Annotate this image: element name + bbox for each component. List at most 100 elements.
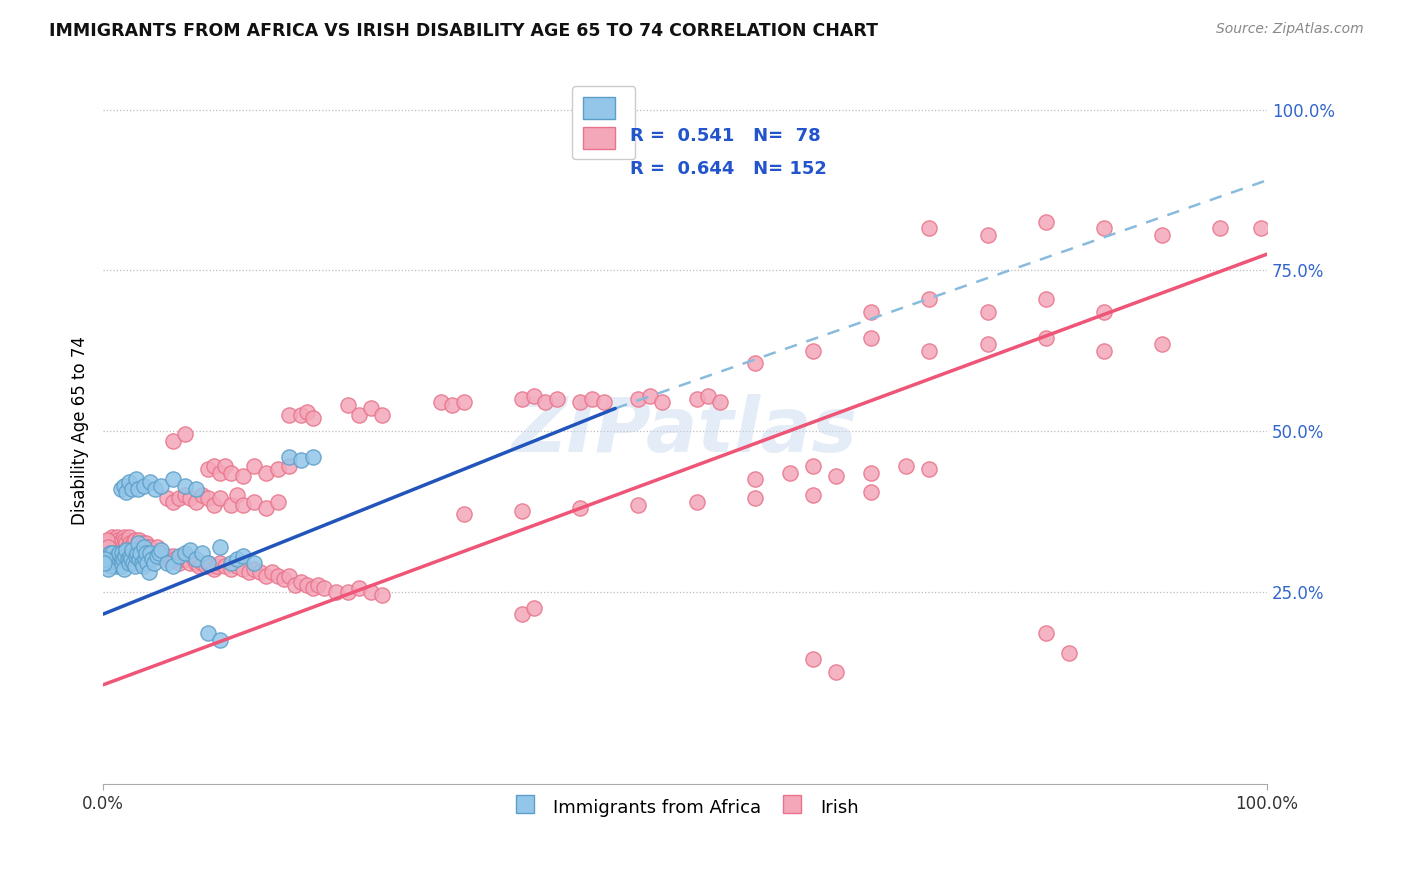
Point	[118, 536, 141, 550]
Point	[117, 552, 139, 566]
Point	[918, 343, 941, 358]
Point	[150, 546, 173, 560]
Point	[534, 395, 557, 409]
Point	[232, 469, 254, 483]
Point	[301, 582, 323, 596]
Point	[301, 411, 323, 425]
Point	[254, 466, 277, 480]
Point	[284, 578, 307, 592]
Point	[124, 533, 146, 548]
Point	[243, 556, 266, 570]
Point	[278, 408, 301, 422]
Point	[111, 540, 134, 554]
Point	[860, 466, 883, 480]
Point	[121, 482, 143, 496]
Point	[162, 549, 184, 564]
Point	[150, 478, 173, 492]
Point	[976, 337, 998, 351]
Point	[186, 556, 208, 570]
Point	[825, 469, 848, 483]
Point	[98, 533, 121, 548]
Point	[278, 450, 301, 464]
Point	[141, 552, 163, 566]
Point	[510, 504, 533, 518]
Point	[191, 488, 214, 502]
Point	[129, 546, 152, 560]
Point	[167, 556, 190, 570]
Point	[638, 388, 661, 402]
Point	[197, 462, 219, 476]
Point	[1057, 646, 1080, 660]
Legend: Immigrants from Africa, Irish: Immigrants from Africa, Irish	[503, 789, 866, 825]
Point	[135, 546, 157, 560]
Point	[194, 558, 217, 573]
Point	[94, 536, 117, 550]
Point	[186, 552, 208, 566]
Point	[97, 536, 120, 550]
Point	[128, 552, 150, 566]
Point	[138, 540, 160, 554]
Point	[122, 536, 145, 550]
Point	[104, 536, 127, 550]
Point	[441, 398, 464, 412]
Point	[1035, 215, 1057, 229]
Point	[226, 552, 249, 566]
Point	[127, 536, 149, 550]
Point	[347, 582, 370, 596]
Point	[685, 392, 707, 406]
Point	[976, 305, 998, 319]
Point	[162, 434, 184, 448]
Point	[260, 566, 283, 580]
Point	[97, 552, 120, 566]
Point	[267, 494, 290, 508]
Point	[1092, 221, 1115, 235]
Point	[96, 533, 118, 548]
Point	[202, 498, 225, 512]
Point	[243, 562, 266, 576]
Point	[860, 485, 883, 500]
Point	[278, 568, 301, 582]
Point	[976, 227, 998, 242]
Point	[173, 488, 195, 502]
Point	[219, 466, 242, 480]
Point	[131, 536, 153, 550]
Point	[136, 556, 159, 570]
Point	[148, 549, 170, 564]
Point	[219, 562, 242, 576]
Point	[150, 542, 173, 557]
Point	[162, 472, 184, 486]
Point	[176, 552, 198, 566]
Point	[1250, 221, 1272, 235]
Point	[325, 584, 347, 599]
Point	[249, 566, 271, 580]
Point	[156, 549, 179, 564]
Point	[744, 356, 766, 370]
Point	[232, 549, 254, 564]
Point	[278, 459, 301, 474]
Point	[709, 395, 731, 409]
Point	[197, 556, 219, 570]
Point	[208, 632, 231, 647]
Point	[108, 546, 131, 560]
Point	[1035, 626, 1057, 640]
Point	[148, 546, 170, 560]
Point	[112, 562, 135, 576]
Point	[138, 546, 160, 560]
Point	[191, 556, 214, 570]
Point	[523, 600, 546, 615]
Point	[138, 549, 160, 564]
Point	[110, 558, 132, 573]
Point	[125, 549, 148, 564]
Point	[429, 395, 451, 409]
Point	[145, 482, 167, 496]
Point	[523, 388, 546, 402]
Point	[208, 556, 231, 570]
Point	[894, 459, 917, 474]
Point	[801, 488, 824, 502]
Point	[243, 459, 266, 474]
Point	[197, 556, 219, 570]
Point	[546, 392, 568, 406]
Point	[290, 408, 312, 422]
Point	[125, 542, 148, 557]
Text: R =  0.541   N=  78: R = 0.541 N= 78	[630, 128, 821, 145]
